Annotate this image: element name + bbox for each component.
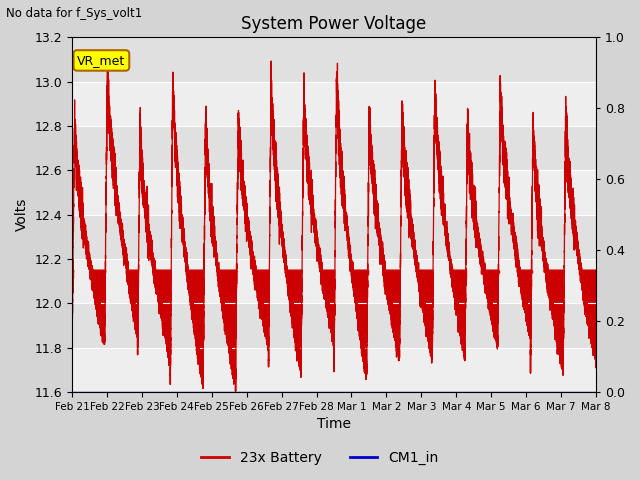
Bar — [72, 126, 596, 170]
Bar — [72, 170, 596, 215]
X-axis label: Time: Time — [317, 418, 351, 432]
Bar — [72, 215, 596, 259]
Bar — [72, 82, 596, 126]
Text: No data for f_Sys_volt1: No data for f_Sys_volt1 — [6, 7, 143, 20]
Bar — [72, 259, 596, 303]
Bar — [72, 348, 596, 392]
Legend: 23x Battery, CM1_in: 23x Battery, CM1_in — [196, 445, 444, 471]
Bar — [72, 37, 596, 82]
Text: VR_met: VR_met — [77, 54, 125, 67]
Bar — [72, 303, 596, 348]
Y-axis label: Volts: Volts — [15, 198, 29, 231]
Title: System Power Voltage: System Power Voltage — [241, 15, 427, 33]
